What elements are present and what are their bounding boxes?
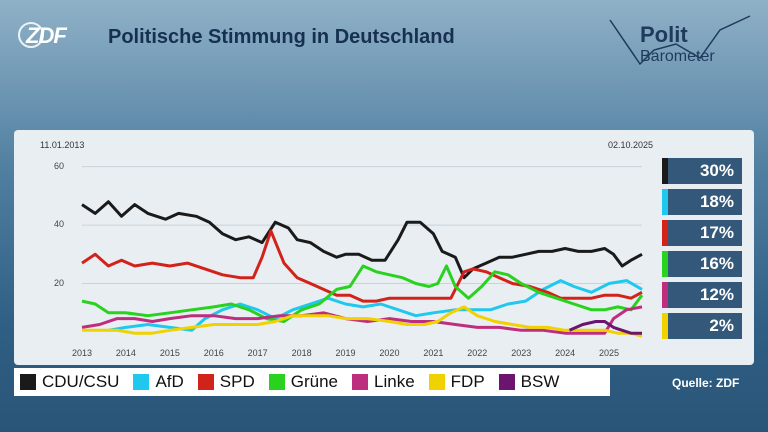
legend-label: AfD <box>155 372 184 391</box>
x-tick-label: 2023 <box>511 348 532 358</box>
legend-item-cdu-csu: CDU/CSU <box>20 372 119 392</box>
politbarometer-word-polit: Polit <box>640 22 688 47</box>
politbarometer-word-barometer: Barometer <box>640 48 715 65</box>
legend-item-afd: AfD <box>133 372 184 392</box>
zdf-logo: ZDF <box>18 22 78 48</box>
value-swatch <box>662 282 668 308</box>
current-value-gr-ne: 16% <box>662 251 742 277</box>
legend-item-spd: SPD <box>197 372 255 392</box>
value-label: 12% <box>699 285 734 304</box>
x-tick-label: 2015 <box>159 348 180 358</box>
legend-item-linke: Linke <box>352 372 415 392</box>
current-value-spd: 17% <box>662 220 742 246</box>
legend-swatch <box>268 374 285 390</box>
value-label: 18% <box>699 192 734 211</box>
current-value-cdu-csu: 30% <box>662 158 742 184</box>
legend-label: Grüne <box>290 372 339 391</box>
series-line-afd <box>108 279 643 332</box>
value-swatch <box>662 251 668 277</box>
x-tick-label: 2021 <box>423 348 444 358</box>
value-label: 17% <box>699 223 734 242</box>
x-tick-label: 2018 <box>291 348 312 358</box>
zdf-logo-ring <box>18 22 44 48</box>
x-tick-label: 2019 <box>335 348 356 358</box>
legend-label: Linke <box>374 372 415 391</box>
legend-swatch <box>428 374 445 390</box>
series-line-spd <box>81 229 643 303</box>
legend-swatch <box>197 374 214 390</box>
series-line-bsw <box>568 320 642 335</box>
legend-label: CDU/CSU <box>42 372 120 391</box>
legend-swatch <box>498 374 515 390</box>
chart-end-date: 02.10.2025 <box>608 140 654 150</box>
series-line-linke <box>81 305 643 335</box>
current-value-linke: 12% <box>662 282 742 308</box>
current-value-fdp: 2% <box>662 313 742 339</box>
current-value-afd: 18% <box>662 189 742 215</box>
series-line-gr-ne <box>81 264 644 323</box>
legend-swatch <box>20 374 36 390</box>
x-tick-label: 2025 <box>599 348 620 358</box>
x-tick-label: 2017 <box>247 348 268 358</box>
y-tick-label: 40 <box>54 219 65 230</box>
value-swatch <box>662 189 668 215</box>
x-tick-label: 2016 <box>203 348 224 358</box>
line-chart <box>81 166 644 338</box>
legend-swatch <box>352 374 369 390</box>
value-label: 2% <box>709 316 734 335</box>
series-line-cdu-csu <box>81 200 643 280</box>
zdf-logo-text: ZDF <box>26 23 67 48</box>
x-tick-label: 2024 <box>555 348 576 358</box>
series-line-fdp <box>82 305 643 338</box>
x-tick-label: 2014 <box>115 348 136 358</box>
value-swatch <box>662 313 668 339</box>
chart-start-date: 11.01.2013 <box>40 140 85 150</box>
legend-swatch <box>133 374 150 390</box>
legend: CDU/CSU AfD SPD Grüne Linke FDP BSW <box>14 368 610 396</box>
y-tick-label: 60 <box>54 160 65 171</box>
legend-label: SPD <box>219 372 255 391</box>
value-swatch <box>662 220 668 246</box>
value-label: 16% <box>699 254 734 273</box>
page-title: Politische Stimmung in Deutschland <box>108 26 455 48</box>
legend-item-fdp: FDP <box>428 372 485 392</box>
source-label: Quelle: ZDF <box>672 376 740 390</box>
value-label: 30% <box>699 161 734 180</box>
legend-item-bsw: BSW <box>498 372 560 392</box>
x-tick-label: 2013 <box>71 348 93 358</box>
legend-label: FDP <box>450 372 485 391</box>
value-swatch <box>662 158 668 184</box>
legend-item-gr-ne: Grüne <box>268 372 339 392</box>
x-tick-label: 2020 <box>379 348 400 358</box>
chart-panel: 11.01.2013 02.10.2025 20 40 60 2013 2014 201… <box>14 130 754 365</box>
legend-label: BSW <box>520 372 560 391</box>
politbarometer-logo-mark <box>609 15 751 66</box>
politbarometer-logo: Polit Barometer <box>600 14 760 78</box>
y-tick-label: 20 <box>54 277 65 288</box>
x-tick-label: 2022 <box>467 348 488 358</box>
